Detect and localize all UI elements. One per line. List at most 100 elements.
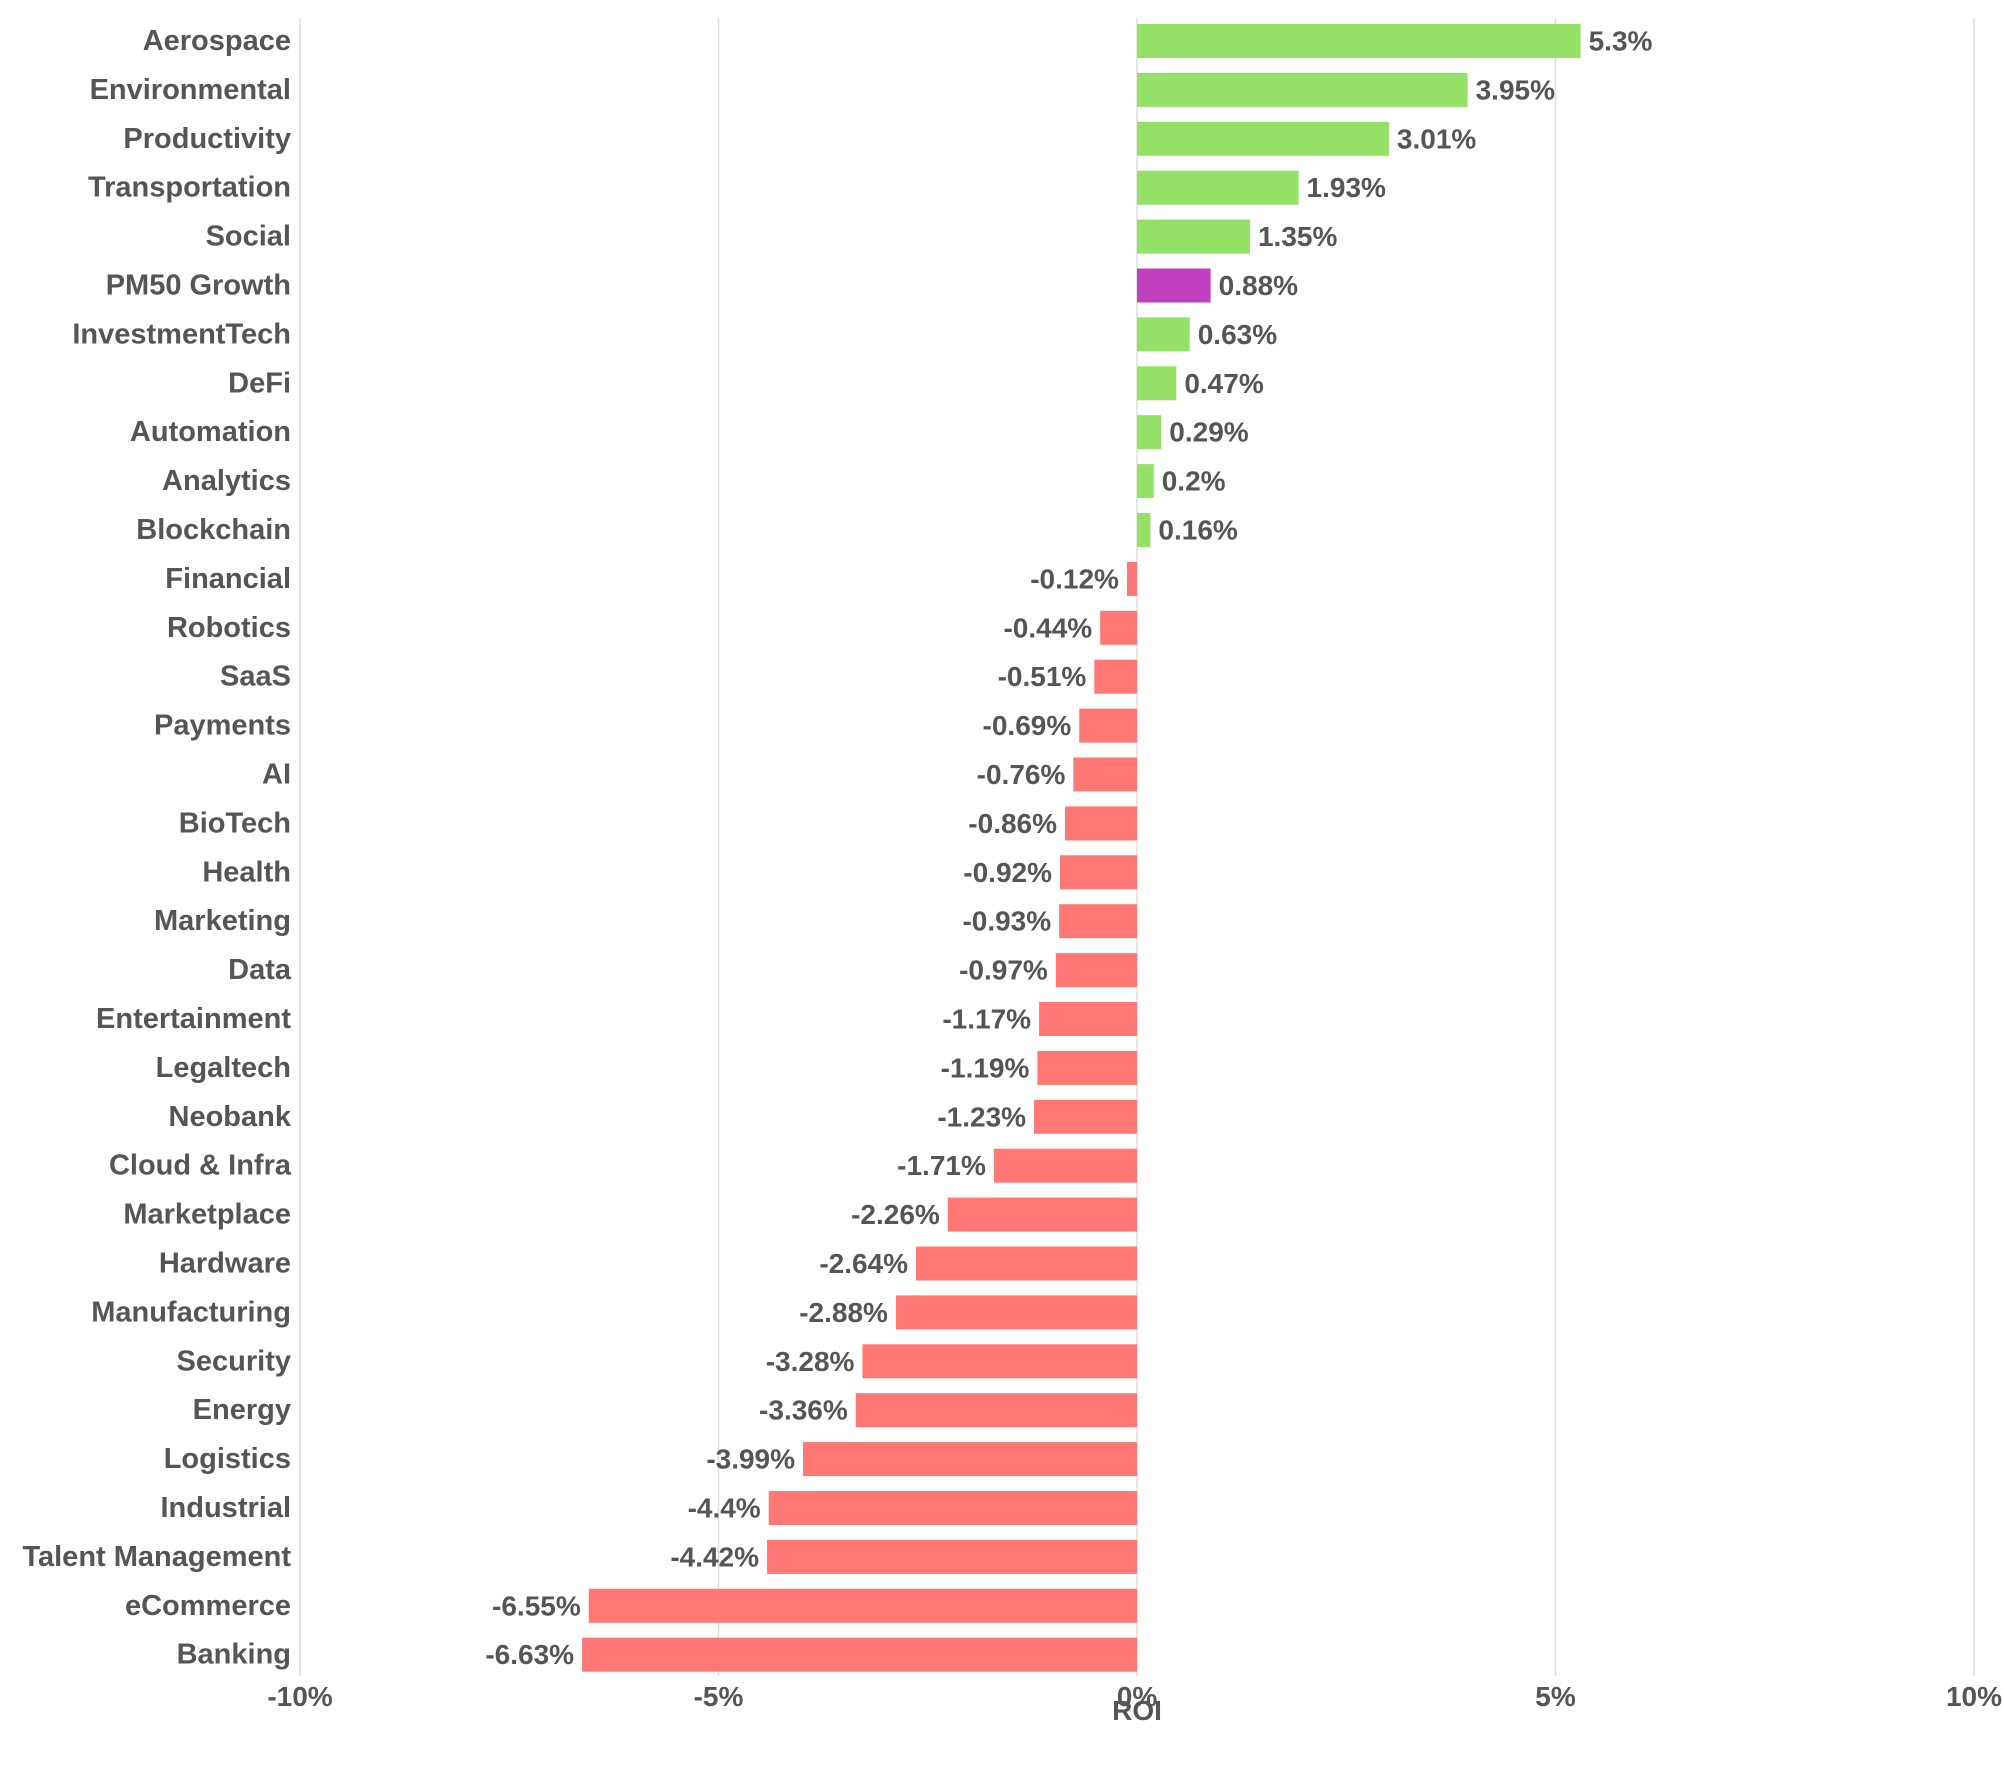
category-label: Transportation (88, 172, 291, 204)
bar-security (862, 1344, 1137, 1379)
bar-data (1055, 953, 1137, 988)
bar-environmental (1137, 72, 1468, 107)
category-label: Talent Management (22, 1541, 291, 1573)
category-label: Productivity (123, 123, 291, 155)
bar-neobank (1034, 1099, 1137, 1134)
bar-analytics (1137, 464, 1154, 499)
x-tick-label: 5% (1535, 1681, 1576, 1712)
category-label: Social (206, 221, 291, 253)
bar-investmenttech (1137, 317, 1190, 352)
bar-automation (1137, 415, 1162, 450)
value-label: -3.36% (759, 1395, 848, 1426)
value-label: -2.64% (819, 1248, 908, 1279)
category-label: Hardware (159, 1248, 291, 1280)
bar-social (1137, 219, 1250, 254)
category-label: AI (262, 759, 291, 791)
value-label: -0.97% (959, 955, 1048, 986)
value-label: -0.12% (1030, 563, 1119, 594)
category-label: Neobank (169, 1101, 292, 1133)
bar-banking (582, 1637, 1137, 1672)
category-label: Robotics (167, 612, 291, 644)
category-label: Marketplace (123, 1199, 291, 1231)
value-label: -0.76% (977, 759, 1066, 790)
x-tick-label: -5% (694, 1681, 744, 1712)
x-axis-ticks: -10% -5% 0% 5% 10% (267, 1681, 2002, 1712)
category-label: eCommerce (125, 1590, 291, 1622)
value-label: -0.69% (983, 710, 1072, 741)
value-label: 0.88% (1219, 270, 1298, 301)
value-label: -3.99% (706, 1444, 795, 1475)
category-label: Payments (154, 710, 291, 742)
bar-biotech (1065, 806, 1137, 841)
value-label: -2.88% (799, 1297, 888, 1328)
category-label: Environmental (90, 74, 291, 106)
value-label: 3.01% (1397, 123, 1476, 154)
value-label: -4.4% (688, 1493, 761, 1524)
category-label: Industrial (160, 1492, 291, 1524)
bars (582, 24, 1581, 1672)
bar-logistics (803, 1442, 1137, 1477)
bar-defi (1137, 366, 1177, 401)
x-tick-label: -10% (267, 1681, 332, 1712)
value-label: -0.92% (963, 857, 1052, 888)
bar-health (1059, 855, 1137, 890)
bar-energy (855, 1393, 1137, 1428)
category-label: BioTech (179, 807, 291, 839)
bar-ai (1073, 757, 1137, 792)
bar-industrial (768, 1491, 1137, 1525)
category-label: Entertainment (96, 1003, 291, 1035)
value-label: 0.2% (1162, 466, 1226, 497)
bar-legaltech (1037, 1050, 1137, 1085)
category-label: Analytics (162, 465, 291, 497)
value-label: -1.23% (937, 1101, 1026, 1132)
value-label: 0.47% (1184, 368, 1263, 399)
gridlines (299, 18, 1975, 1676)
bar-aerospace (1137, 24, 1581, 58)
category-label: Aerospace (143, 25, 291, 57)
value-label: -6.55% (492, 1590, 581, 1621)
value-label: 3.95% (1476, 74, 1555, 105)
category-label: InvestmentTech (72, 318, 291, 350)
category-label: Security (177, 1345, 291, 1377)
value-label: -6.63% (485, 1639, 574, 1670)
value-labels: 5.3% 3.95%3.01% 1.93% 1.35% 0.88% 0.63% 0.47% 0… (485, 26, 1652, 1671)
category-label: Automation (130, 416, 291, 448)
bar-payments (1079, 708, 1137, 743)
category-label: Financial (165, 563, 291, 595)
value-label: 0.63% (1198, 319, 1277, 350)
category-label: DeFi (228, 367, 291, 399)
value-label: -0.86% (968, 808, 1057, 839)
value-label: 5.3% (1589, 26, 1653, 57)
value-label: -1.19% (941, 1052, 1030, 1083)
value-label: -0.93% (962, 906, 1051, 937)
value-label: 0.16% (1158, 515, 1237, 546)
value-label: -4.42% (670, 1541, 759, 1572)
bar-manufacturing (895, 1295, 1137, 1330)
value-label: 0.29% (1169, 417, 1248, 448)
value-label: -1.17% (942, 1004, 1031, 1035)
value-label: 1.35% (1258, 221, 1337, 252)
category-label: Health (202, 856, 291, 888)
x-tick-label: 0% (1117, 1681, 1158, 1712)
bar-talent-management (767, 1539, 1137, 1574)
category-label: SaaS (220, 661, 291, 693)
bar-cloud-and-infra (993, 1148, 1137, 1183)
bar-financial (1126, 561, 1137, 596)
value-label: -0.51% (998, 661, 1087, 692)
bar-ecommerce (588, 1588, 1137, 1623)
category-label: Data (228, 954, 292, 986)
category-label: Banking (177, 1639, 291, 1671)
bar-pm50-growth (1137, 268, 1211, 303)
bar-marketing (1059, 904, 1137, 939)
bar-blockchain (1137, 513, 1151, 547)
value-label: 1.93% (1307, 172, 1386, 203)
bar-productivity (1137, 121, 1389, 156)
category-label: Legaltech (156, 1052, 291, 1084)
category-labels: Aerospace Environmental Productivity Transp… (22, 25, 291, 1671)
value-label: -1.71% (897, 1150, 986, 1181)
bar-marketplace (947, 1197, 1137, 1232)
value-label: -3.28% (766, 1346, 855, 1377)
category-label: Energy (193, 1394, 291, 1426)
